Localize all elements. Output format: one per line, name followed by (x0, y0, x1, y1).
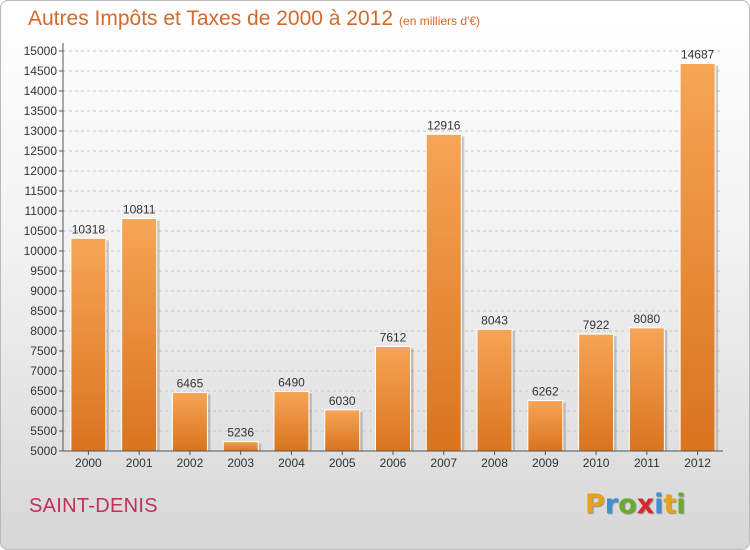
logo-letter: t (663, 489, 677, 520)
proxiti-logo: Proxiti (585, 489, 686, 520)
x-tick-label: 2005 (329, 456, 356, 470)
x-tick-label: 2004 (278, 456, 305, 470)
y-tick-label: 11500 (25, 184, 58, 198)
bar (527, 400, 564, 452)
data-label: 6262 (532, 385, 559, 399)
chart-title-text: Autres Impôts et Taxes de 2000 à 2012 (28, 7, 394, 30)
y-tick-label: 8000 (30, 324, 57, 338)
y-tick-label: 15000 (24, 44, 58, 58)
data-label: 5236 (227, 426, 254, 440)
y-tick-label: 14000 (24, 84, 58, 98)
bar (273, 390, 310, 452)
data-label: 8043 (481, 313, 508, 327)
x-tick-label: 2009 (532, 456, 559, 470)
data-label: 12916 (427, 118, 461, 132)
x-tick-label: 2002 (177, 456, 204, 470)
chart-title: Autres Impôts et Taxes de 2000 à 2012 (en… (28, 7, 480, 31)
x-tick-label: 2012 (684, 456, 711, 470)
logo-letter: x (636, 489, 655, 520)
data-label: 7612 (380, 331, 407, 345)
y-tick-label: 9000 (30, 284, 57, 298)
data-label: 6465 (177, 376, 204, 390)
y-tick-label: 7500 (30, 344, 57, 358)
logo-letter: i (654, 489, 664, 520)
y-tick-label: 5500 (30, 424, 57, 438)
x-tick-label: 2003 (227, 456, 254, 470)
y-tick-label: 12500 (24, 144, 58, 158)
bar (578, 333, 615, 452)
x-tick-label: 2006 (380, 456, 407, 470)
y-tick-label: 11000 (25, 204, 58, 218)
y-tick-label: 6000 (30, 404, 57, 418)
y-tick-label: 13000 (24, 124, 58, 138)
y-tick-label: 9500 (30, 264, 57, 278)
data-label: 6030 (329, 394, 356, 408)
y-tick-label: 12000 (24, 164, 58, 178)
logo-letter: i (676, 489, 686, 520)
y-tick-label: 10000 (24, 244, 58, 258)
y-tick-label: 5000 (30, 444, 57, 458)
logo-letter: o (618, 489, 637, 520)
bars (70, 63, 719, 452)
x-tick-label: 2007 (430, 456, 457, 470)
x-tick-label: 2000 (75, 456, 102, 470)
bar (679, 63, 716, 452)
data-label: 10811 (123, 203, 156, 217)
x-tick-label: 2008 (481, 456, 508, 470)
y-axis-ticks: 5000 5500 6000 6500 7000 7500 8000 8500 9000 9500… (24, 44, 63, 458)
bar (222, 441, 259, 452)
x-tick-label: 2010 (583, 456, 610, 470)
y-tick-label: 10500 (24, 224, 58, 238)
x-tick-label: 2011 (634, 456, 660, 470)
place-name: SAINT-DENIS (29, 495, 158, 517)
data-label: 8080 (633, 312, 660, 326)
data-label: 14687 (681, 48, 715, 62)
y-tick-label: 6500 (30, 384, 57, 398)
bar (628, 327, 665, 452)
bar (375, 346, 411, 452)
logo-letter: r (604, 489, 619, 520)
bar (70, 237, 107, 452)
bar (121, 218, 158, 452)
x-tick-label: 2001 (126, 456, 153, 470)
data-label: 7922 (583, 318, 610, 332)
data-label: 6490 (278, 375, 305, 389)
bar (324, 409, 361, 452)
bar (476, 328, 513, 452)
x-axis-ticks: 2000 2001 2002 2003 2004 2005 2006 2007 2008 2009… (75, 451, 711, 470)
logo-letter: P (585, 489, 605, 520)
y-tick-label: 8500 (30, 304, 57, 318)
data-labels: 10318 10811 6465 5236 6490 6030 7612 12916 8043 6… (72, 48, 715, 440)
bar (425, 133, 462, 452)
axes (62, 43, 723, 452)
y-tick-label: 14500 (24, 64, 58, 78)
bar (171, 391, 208, 452)
data-label: 10318 (72, 222, 106, 236)
y-tick-label: 13500 (24, 104, 58, 118)
y-tick-label: 7000 (30, 364, 57, 378)
chart-subtitle: (en milliers d'€) (399, 14, 481, 28)
